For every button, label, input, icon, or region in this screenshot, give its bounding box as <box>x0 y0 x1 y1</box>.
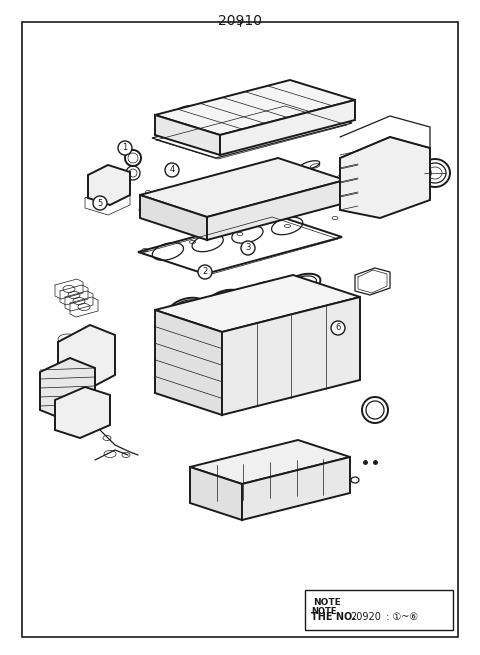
Polygon shape <box>222 297 360 415</box>
Polygon shape <box>138 215 342 274</box>
Circle shape <box>118 141 132 155</box>
Text: 5: 5 <box>97 198 103 208</box>
Polygon shape <box>207 180 345 240</box>
Text: NOTE: NOTE <box>313 598 341 607</box>
Text: THE NO.: THE NO. <box>311 612 356 622</box>
Polygon shape <box>40 358 95 420</box>
Polygon shape <box>55 387 110 438</box>
Polygon shape <box>220 100 355 155</box>
Text: NOTE: NOTE <box>311 607 336 616</box>
Polygon shape <box>155 275 360 332</box>
Polygon shape <box>58 325 115 392</box>
Circle shape <box>241 241 255 255</box>
Circle shape <box>165 163 179 177</box>
Text: 6: 6 <box>336 324 341 333</box>
Circle shape <box>198 265 212 279</box>
Polygon shape <box>242 457 350 520</box>
Polygon shape <box>155 80 355 135</box>
Circle shape <box>331 321 345 335</box>
Text: 20910: 20910 <box>218 14 262 28</box>
Text: 3: 3 <box>245 244 251 252</box>
Polygon shape <box>88 165 130 205</box>
Text: 2: 2 <box>203 267 208 276</box>
Polygon shape <box>155 310 222 415</box>
Bar <box>305 590 453 630</box>
Polygon shape <box>140 158 345 217</box>
Polygon shape <box>152 103 352 158</box>
Text: : ①~⑥: : ①~⑥ <box>383 612 418 622</box>
Circle shape <box>93 196 107 210</box>
Polygon shape <box>190 440 350 484</box>
Text: 4: 4 <box>169 166 175 174</box>
Polygon shape <box>140 195 207 240</box>
Text: 1: 1 <box>122 143 128 153</box>
Polygon shape <box>155 115 220 155</box>
Polygon shape <box>340 137 430 218</box>
Polygon shape <box>355 268 390 295</box>
Polygon shape <box>190 467 242 520</box>
Text: 20920: 20920 <box>350 612 381 622</box>
